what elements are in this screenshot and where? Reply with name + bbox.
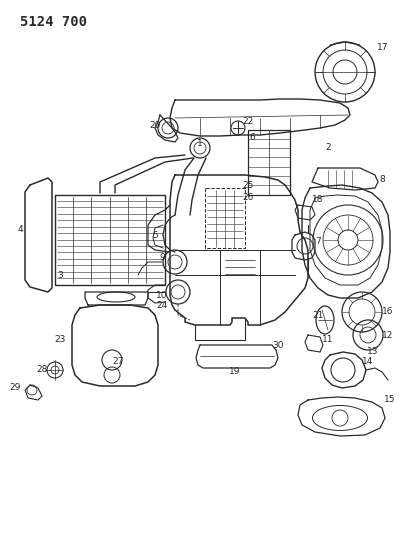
Text: 5124 700: 5124 700: [20, 15, 87, 29]
Text: 13: 13: [367, 348, 379, 357]
Text: 7: 7: [315, 238, 321, 246]
Text: 1: 1: [197, 139, 203, 148]
Text: 21: 21: [312, 311, 324, 319]
Text: 27: 27: [112, 358, 124, 367]
Text: 24: 24: [156, 301, 168, 310]
Text: 28: 28: [36, 366, 48, 375]
Text: 20: 20: [149, 120, 161, 130]
Text: 25: 25: [242, 181, 254, 190]
Text: 12: 12: [382, 330, 394, 340]
Text: 8: 8: [379, 175, 385, 184]
Text: 29: 29: [9, 384, 21, 392]
Text: 6: 6: [249, 133, 255, 142]
Text: 17: 17: [377, 44, 389, 52]
Text: 5: 5: [152, 230, 158, 239]
Text: 26: 26: [242, 193, 254, 203]
Text: 22: 22: [242, 117, 254, 126]
Text: 3: 3: [57, 271, 63, 279]
Text: 18: 18: [312, 196, 324, 205]
Text: 30: 30: [272, 341, 284, 350]
Bar: [248, 130, 290, 195]
Text: 14: 14: [362, 358, 374, 367]
Text: 19: 19: [229, 367, 241, 376]
Text: 11: 11: [322, 335, 334, 344]
Text: 23: 23: [54, 335, 66, 344]
Text: 15: 15: [384, 395, 396, 405]
Text: 16: 16: [382, 308, 394, 317]
Text: 2: 2: [325, 143, 331, 152]
Text: 9: 9: [159, 254, 165, 262]
Text: 4: 4: [17, 225, 23, 235]
Text: 10: 10: [156, 290, 168, 300]
